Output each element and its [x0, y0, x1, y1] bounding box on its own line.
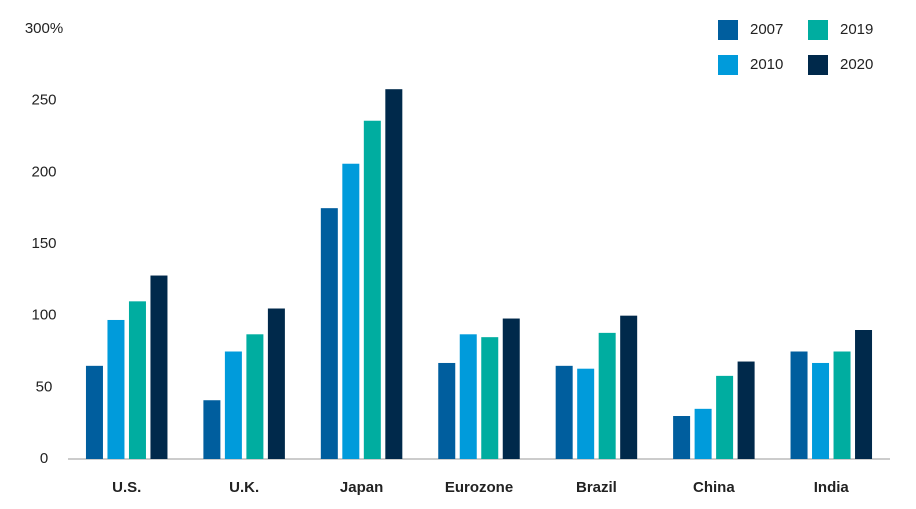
x-tick-label: U.S.	[112, 479, 141, 496]
bar	[673, 416, 691, 459]
bar	[812, 362, 830, 459]
bar	[694, 408, 712, 459]
y-tick-label: 100	[31, 307, 56, 324]
bar	[267, 308, 285, 459]
bar	[481, 337, 499, 459]
bar	[385, 89, 403, 459]
bar	[203, 400, 221, 459]
legend-swatch	[718, 20, 738, 40]
bar	[716, 375, 734, 459]
bar	[438, 362, 456, 459]
bar	[224, 351, 242, 459]
y-tick-label: 200	[31, 163, 56, 180]
bar	[342, 163, 360, 459]
x-tick-label: India	[814, 479, 850, 496]
legend-label: 2020	[840, 56, 873, 73]
bar	[363, 120, 381, 459]
bar	[150, 275, 168, 459]
bar	[320, 208, 338, 459]
bar	[577, 368, 595, 459]
bar	[128, 301, 146, 459]
y-tick-label: 0	[40, 450, 48, 467]
y-tick-label: 150	[31, 235, 56, 252]
bar	[555, 365, 573, 459]
y-tick-label: 50	[36, 378, 53, 395]
legend-swatch	[718, 55, 738, 75]
x-tick-label: China	[693, 479, 735, 496]
bar	[459, 334, 477, 459]
bar	[107, 319, 125, 459]
bar	[620, 315, 638, 459]
x-tick-label: Japan	[340, 479, 383, 496]
bar	[598, 332, 616, 459]
legend-swatch	[808, 20, 828, 40]
y-tick-label: 250	[31, 92, 56, 109]
bar	[855, 330, 873, 459]
x-tick-label: U.K.	[229, 479, 259, 496]
x-tick-label: Brazil	[576, 479, 617, 496]
bar	[790, 351, 808, 459]
y-tick-label: 300%	[25, 20, 63, 37]
legend-swatch	[808, 55, 828, 75]
legend-label: 2019	[840, 21, 873, 38]
x-tick-label: Eurozone	[445, 479, 513, 496]
bar	[85, 365, 103, 459]
bar	[246, 334, 264, 459]
bar	[737, 361, 755, 459]
bar	[502, 318, 520, 459]
legend-label: 2007	[750, 21, 783, 38]
legend-label: 2010	[750, 56, 783, 73]
bar	[833, 351, 851, 459]
